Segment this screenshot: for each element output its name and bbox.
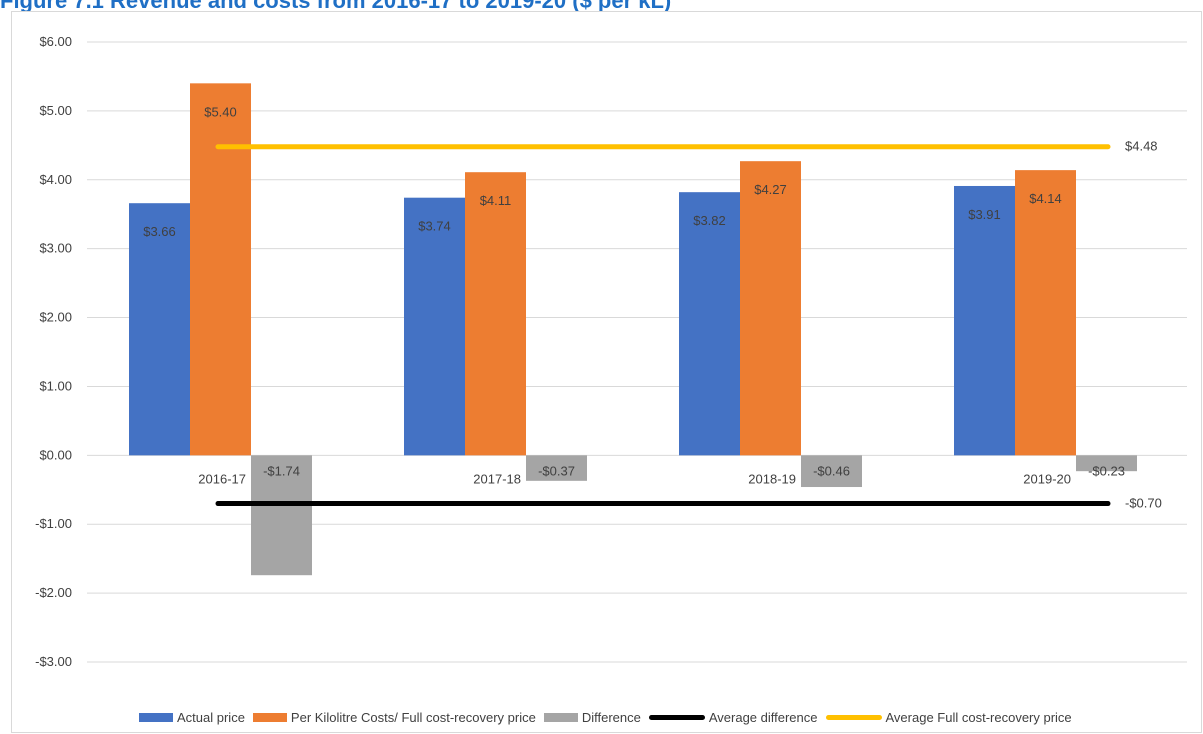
y-tick-label: -$3.00 bbox=[35, 654, 72, 669]
x-category-label: 2018-19 bbox=[748, 471, 796, 486]
data-label-difference-2019-20: -$0.23 bbox=[1088, 463, 1125, 478]
bar-per-kilolitre-costs-full-cost-recovery-price-2017-18 bbox=[465, 172, 526, 456]
legend-label-difference: Difference bbox=[581, 710, 641, 725]
bar-difference-2016-17 bbox=[251, 455, 312, 576]
y-tick-label: $5.00 bbox=[39, 103, 72, 118]
y-tick-label: $1.00 bbox=[39, 378, 72, 393]
legend-label-average-difference: Average difference bbox=[708, 710, 818, 725]
data-label-difference-2017-18: -$0.37 bbox=[538, 463, 575, 478]
legend-label-average-cost: Average Full cost-recovery price bbox=[885, 710, 1072, 725]
bar-difference-2019-20 bbox=[1076, 455, 1137, 472]
y-tick-label: $0.00 bbox=[39, 447, 72, 462]
data-label-per-kilolitre-costs-full-cost-recovery-price-2019-20: $4.14 bbox=[1029, 191, 1062, 206]
average-lines bbox=[215, 144, 1111, 507]
bar-per-kilolitre-costs-full-cost-recovery-price-2016-17 bbox=[190, 83, 251, 456]
x-category-label: 2019-20 bbox=[1023, 471, 1071, 486]
legend-item-difference: Difference bbox=[543, 710, 641, 725]
line-label-average-full-cost-recovery-price: $4.48 bbox=[1125, 139, 1158, 154]
legend-swatch-average-cost bbox=[825, 715, 882, 720]
figure-title: Figure 7.1 Revenue and costs from 2016-1… bbox=[0, 0, 672, 13]
legend-swatch-actual-price bbox=[139, 713, 173, 722]
chart-svg: $6.00 $5.00 $4.00 $3.00 $2.00 $1.00 $0.00 -$1.0… bbox=[35, 34, 1187, 669]
legend-item-average-difference: Average difference bbox=[648, 710, 818, 725]
x-category-label: 2017-18 bbox=[473, 471, 521, 486]
y-tick-label: $3.00 bbox=[39, 241, 72, 256]
y-tick-label: $2.00 bbox=[39, 310, 72, 325]
data-label-per-kilolitre-costs-full-cost-recovery-price-2018-19: $4.27 bbox=[754, 182, 787, 197]
data-label-actual-price-2018-19: $3.82 bbox=[693, 213, 726, 228]
legend-item-cost: Per Kilolitre Costs/ Full cost-recovery … bbox=[252, 710, 536, 725]
legend-item-actual-price: Actual price bbox=[139, 710, 245, 725]
y-tick-label: $6.00 bbox=[39, 34, 72, 49]
bar-actual-price-2018-19 bbox=[679, 192, 740, 456]
bar-per-kilolitre-costs-full-cost-recovery-price-2018-19 bbox=[740, 161, 801, 456]
bar-actual-price-2016-17 bbox=[129, 203, 190, 456]
y-axis-ticks: $6.00 $5.00 $4.00 $3.00 $2.00 $1.00 $0.00 -$1.0… bbox=[35, 34, 72, 669]
legend-swatch-difference bbox=[543, 713, 578, 722]
data-label-per-kilolitre-costs-full-cost-recovery-price-2017-18: $4.11 bbox=[480, 193, 512, 208]
legend-item-average-cost: Average Full cost-recovery price bbox=[825, 710, 1072, 725]
bars bbox=[129, 83, 1137, 576]
data-label-actual-price-2017-18: $3.74 bbox=[418, 219, 451, 234]
legend: Actual price Per Kilolitre Costs/ Full c… bbox=[139, 710, 1080, 725]
data-label-difference-2018-19: -$0.46 bbox=[813, 463, 850, 478]
bar-actual-price-2019-20 bbox=[954, 185, 1015, 456]
data-label-difference-2016-17: -$1.74 bbox=[263, 463, 300, 478]
data-label-actual-price-2016-17: $3.66 bbox=[143, 224, 176, 239]
bar-actual-price-2017-18 bbox=[404, 197, 465, 456]
line-label-average-difference: -$0.70 bbox=[1125, 496, 1162, 511]
chart-frame: $6.00 $5.00 $4.00 $3.00 $2.00 $1.00 $0.00 -$1.0… bbox=[11, 11, 1202, 733]
x-axis-categories: 2016-17 2017-18 2018-19 2019-20 bbox=[198, 471, 1071, 486]
y-tick-label: $4.00 bbox=[39, 172, 72, 187]
y-tick-label: -$2.00 bbox=[35, 585, 72, 600]
y-tick-label: -$1.00 bbox=[35, 516, 72, 531]
bar-difference-2017-18 bbox=[526, 455, 587, 481]
legend-swatch-average-difference bbox=[648, 715, 705, 720]
data-labels: -$0.70 $4.48 $3.66 $3.74 $3.82 $3.91 $5.40 $4.1… bbox=[143, 104, 1162, 510]
data-label-actual-price-2019-20: $3.91 bbox=[968, 207, 1001, 222]
legend-swatch-cost bbox=[252, 713, 287, 722]
bar-difference-2018-19 bbox=[801, 455, 862, 488]
data-label-per-kilolitre-costs-full-cost-recovery-price-2016-17: $5.40 bbox=[204, 104, 237, 119]
legend-label-cost: Per Kilolitre Costs/ Full cost-recovery … bbox=[290, 710, 536, 725]
bar-per-kilolitre-costs-full-cost-recovery-price-2019-20 bbox=[1015, 170, 1076, 456]
x-category-label: 2016-17 bbox=[198, 471, 246, 486]
legend-label-actual-price: Actual price bbox=[177, 710, 245, 725]
